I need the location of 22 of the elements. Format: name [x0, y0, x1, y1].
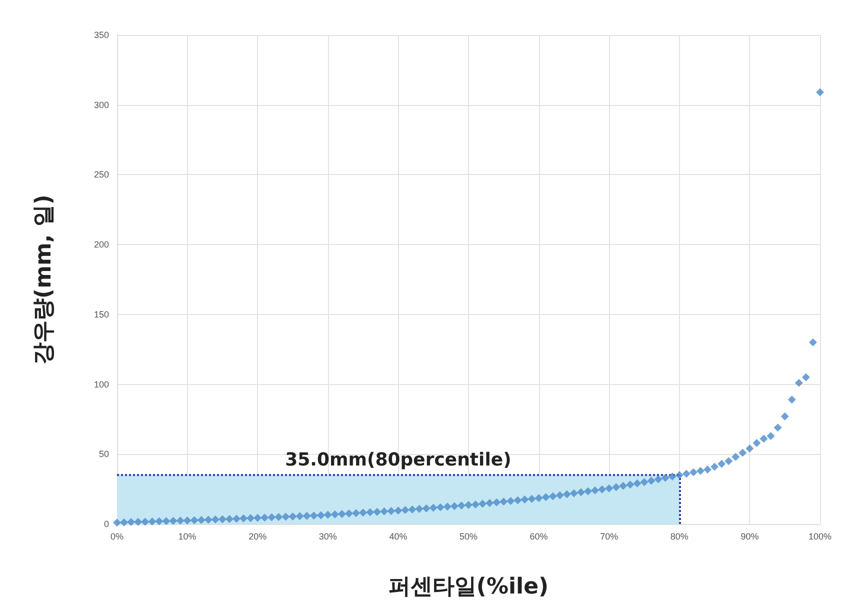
x-tick-label: 30% [318, 532, 337, 542]
y-tick-label: 0 [104, 519, 109, 529]
x-tick-label: 90% [740, 532, 759, 542]
y-tick-label: 100 [94, 379, 109, 390]
y-tick-label: 150 [94, 309, 109, 320]
y-tick-label: 250 [94, 170, 109, 180]
y-tick-label: 300 [94, 100, 109, 110]
x-tick-label: 60% [530, 532, 548, 542]
y-tick-label: 350 [94, 30, 109, 40]
x-tick-label: 20% [248, 532, 267, 542]
x-tick-label: 10% [178, 532, 196, 542]
x-tick-label: 50% [459, 532, 478, 542]
y-tick-label: 200 [94, 240, 109, 250]
y-axis-title: 강우량(mm, 일) [32, 194, 56, 364]
x-tick-label: 80% [670, 532, 688, 542]
x-tick-label: 40% [389, 532, 408, 542]
x-tick-label: 0% [110, 532, 124, 542]
x-tick-label: 100% [808, 532, 832, 542]
y-tick-label: 50 [98, 449, 109, 460]
x-axis-title: 퍼센타일(%ile) [388, 574, 549, 600]
x-tick-label: 70% [600, 532, 618, 542]
ref-line-label: 35.0mm(80percentile) [285, 450, 512, 471]
